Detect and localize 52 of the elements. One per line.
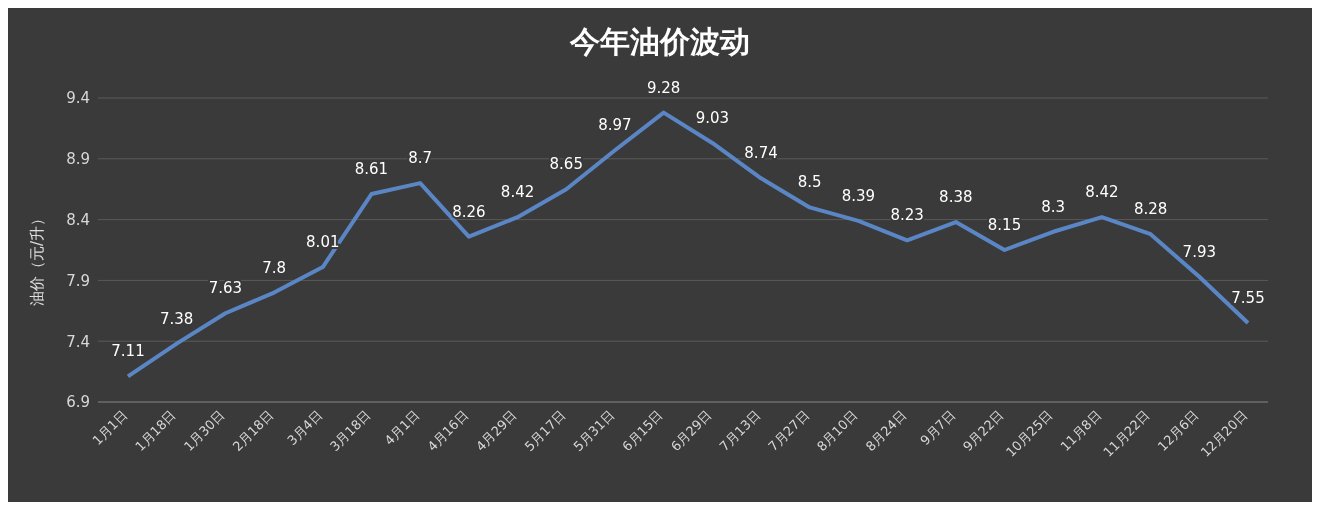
data-label: 8.7 (408, 149, 433, 168)
data-label: 8.61 (354, 160, 389, 179)
x-tick-label: 4月16日 (424, 407, 471, 455)
y-axis-title: 油价（元/升） (28, 210, 48, 306)
y-tick-label: 7.9 (66, 271, 90, 290)
x-tick-label: 5月17日 (521, 407, 569, 455)
chart-title: 今年油价波动 (569, 23, 751, 61)
data-label: 8.39 (841, 186, 876, 205)
x-tick-label: 1月18日 (132, 407, 179, 455)
y-tick-label: 9.4 (66, 89, 90, 108)
data-label: 8.3 (1041, 197, 1066, 216)
data-label: 8.26 (452, 202, 486, 221)
data-label: 8.97 (598, 116, 632, 135)
x-tick-label: 3月4日 (284, 407, 325, 449)
x-tick-label: 12月6日 (1154, 407, 1202, 455)
y-tick-label: 7.4 (66, 332, 90, 351)
data-label: 9.28 (646, 78, 681, 97)
x-tick-label: 7月13日 (716, 407, 764, 455)
x-tick-label: 1月1日 (89, 407, 131, 449)
data-label: 8.42 (1085, 183, 1119, 202)
data-label: 7.11 (111, 342, 145, 361)
data-label: 7.55 (1231, 288, 1265, 307)
data-label: 8.15 (987, 216, 1022, 234)
data-label: 8.42 (500, 183, 535, 202)
data-label: 8.38 (939, 188, 973, 207)
data-label: 9.03 (695, 108, 730, 127)
data-label: 8.65 (549, 155, 583, 174)
data-label: 8.5 (797, 173, 822, 192)
x-tick-label: 6月29日 (667, 407, 715, 455)
x-tick-label: 8月10日 (814, 407, 861, 455)
data-label: 8.01 (306, 233, 340, 252)
x-tick-label: 8月24日 (862, 407, 910, 455)
data-label: 7.93 (1182, 242, 1217, 261)
x-tick-label: 3月18日 (327, 407, 374, 455)
data-label: 8.28 (1133, 200, 1168, 219)
y-tick-label: 8.4 (66, 210, 90, 229)
data-label: 7.8 (262, 258, 287, 277)
x-tick-label: 4月29日 (473, 407, 520, 455)
x-tick-label: 4月1日 (381, 407, 423, 449)
x-tick-label: 2月18日 (229, 407, 277, 455)
x-tick-label: 5月31日 (570, 407, 618, 455)
x-tick-label: 9月22日 (960, 407, 1007, 455)
x-tick-label: 7月27日 (765, 407, 812, 455)
x-tick-label: 9月7日 (917, 407, 958, 449)
x-tick-label: 1月30日 (180, 407, 228, 455)
x-tick-label: 6月15日 (619, 407, 666, 455)
y-tick-label: 6.9 (66, 393, 90, 412)
data-label: 8.23 (890, 206, 924, 225)
data-label: 8.74 (744, 144, 778, 163)
data-label: 7.38 (159, 309, 194, 328)
y-tick-label: 8.9 (66, 150, 90, 169)
data-label: 7.63 (208, 279, 243, 298)
